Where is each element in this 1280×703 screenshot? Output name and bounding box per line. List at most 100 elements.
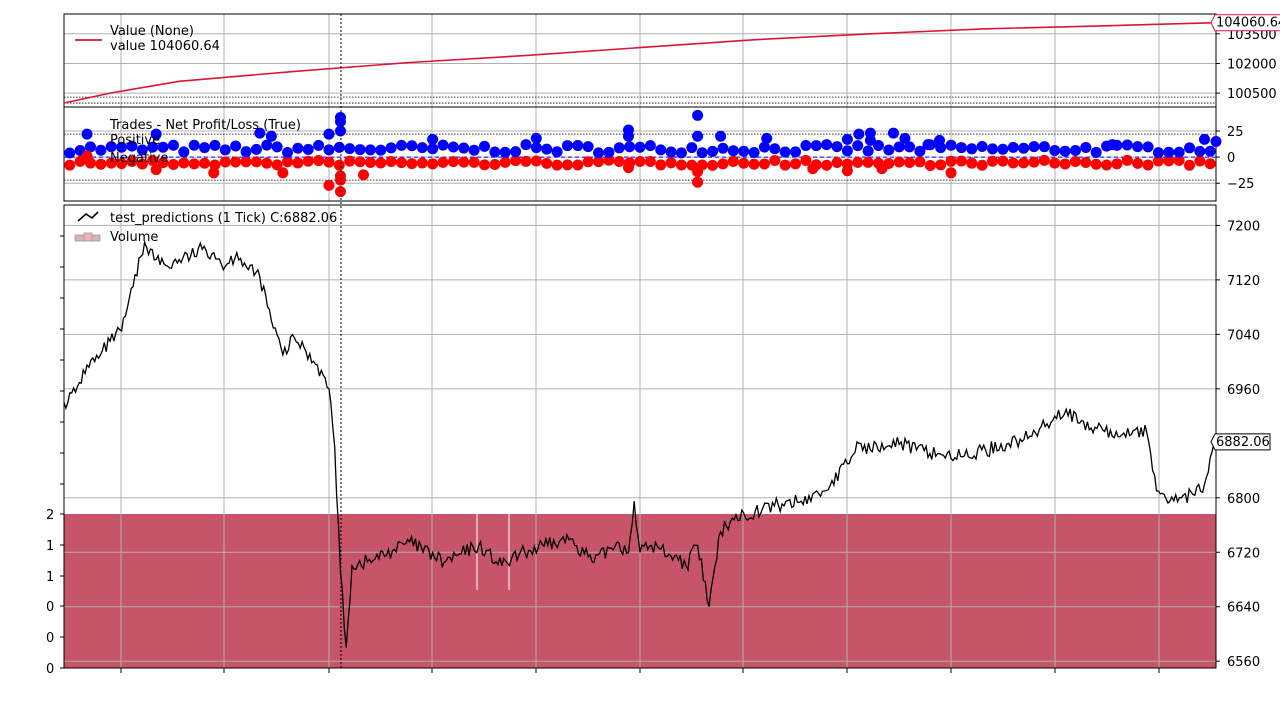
trade-point-positive [447,141,459,153]
trade-point-positive [727,145,739,157]
trade-point-positive [883,144,895,156]
trade-point-negative [1007,157,1019,169]
price-ytick-label: 6640 [1227,601,1260,616]
trade-point-positive [1173,146,1185,158]
trade-point-positive [1132,141,1144,153]
trade-point-negative [416,157,428,169]
trade-point-negative [271,159,283,171]
trade-point-negative [807,163,819,175]
trade-point-negative [126,156,138,168]
trade-point-negative [692,176,704,188]
trades-ytick-label: 0 [1227,151,1235,166]
price-legend: test_predictions (1 Tick) C:6882.06 Volu… [74,211,337,245]
trade-point-positive [468,144,480,156]
trade-point-negative [1101,159,1113,171]
trade-point-negative [655,159,667,171]
trade-point-positive [1090,146,1102,158]
volume-ytick-label: 1 [46,570,54,585]
trade-point-positive [250,143,262,155]
trade-point-negative [167,158,179,170]
trade-point-negative [323,179,335,191]
trade-point-negative [199,157,211,169]
trade-point-positive [1028,141,1040,153]
trade-point-positive [499,146,511,158]
trade-point-positive [333,141,345,153]
trade-point-positive [209,139,221,151]
trade-point-negative [458,156,470,168]
trade-point-positive [230,140,242,152]
trade-point-positive [1080,141,1092,153]
panel-value-series [63,21,1217,104]
trade-point-positive [136,144,148,156]
trade-point-positive [899,132,911,144]
trade-point-negative [1049,157,1061,169]
trade-point-positive [323,144,335,156]
trade-point-positive [717,142,729,154]
price-last-label-text: 6882.06 [1216,435,1270,450]
trade-point-positive [692,109,704,121]
trade-point-positive [178,146,190,158]
price-legend-line-swatch [77,211,99,222]
trade-point-negative [447,156,459,168]
volume-ytick-label: 0 [46,600,54,615]
price-legend-volume: Volume [110,230,158,245]
trade-point-negative [1018,157,1030,169]
trade-point-negative [1163,155,1175,167]
trade-point-positive [95,144,107,156]
trade-point-negative [1142,159,1154,171]
trade-point-positive [945,139,957,151]
panel-price-series [63,240,1217,648]
trade-point-negative [800,154,812,166]
trade-point-negative [707,159,719,171]
trade-point-positive [715,130,727,142]
trade-point-positive [831,141,843,153]
trade-point-positive [551,146,563,158]
trade-point-positive [624,141,636,153]
trade-point-positive [344,143,356,155]
value-legend-name: Value (None) [110,24,194,39]
trade-point-negative [1204,158,1216,170]
trade-point-negative [935,159,947,171]
trade-point-negative [344,155,356,167]
trade-point-negative [489,159,501,171]
trade-point-negative [675,159,687,171]
trade-point-positive [199,142,211,154]
trade-point-negative [323,156,335,168]
trade-point-negative [904,156,916,168]
price-ytick-label: 7120 [1227,274,1260,289]
trade-point-positive [810,140,822,152]
trade-point-positive [302,143,314,155]
trade-point-positive [416,142,428,154]
price-ytick-label: 6960 [1227,383,1260,398]
trade-point-positive [769,143,781,155]
trade-point-negative [1059,158,1071,170]
trade-point-negative [572,159,584,171]
trade-point-positive [582,141,594,153]
trade-point-negative [375,157,387,169]
trade-point-positive [1142,141,1154,153]
volume-legend-swatch-inner [83,232,93,242]
trade-point-negative [64,159,76,171]
trades-ytick-label: −25 [1227,177,1254,192]
trade-point-positive [323,128,335,140]
trade-point-negative [821,159,833,171]
trade-point-negative [478,159,490,171]
price-ytick-label: 6560 [1227,655,1260,670]
trade-point-positive [738,145,750,157]
price-ytick-label: 6800 [1227,492,1260,507]
trade-point-positive [1204,145,1216,157]
trade-point-negative [1028,156,1040,168]
trade-point-positive [254,127,266,139]
trade-point-positive [188,139,200,151]
trade-point-negative [510,155,522,167]
trades-legend-negative: Negative [110,151,168,166]
trade-point-positive [510,146,522,158]
trade-point-positive [622,130,634,142]
trade-point-positive [572,140,584,152]
trade-point-positive [1038,141,1050,153]
trade-point-negative [852,156,864,168]
trade-point-negative [748,158,760,170]
trade-point-positive [364,144,376,156]
trade-point-positive [265,130,277,142]
